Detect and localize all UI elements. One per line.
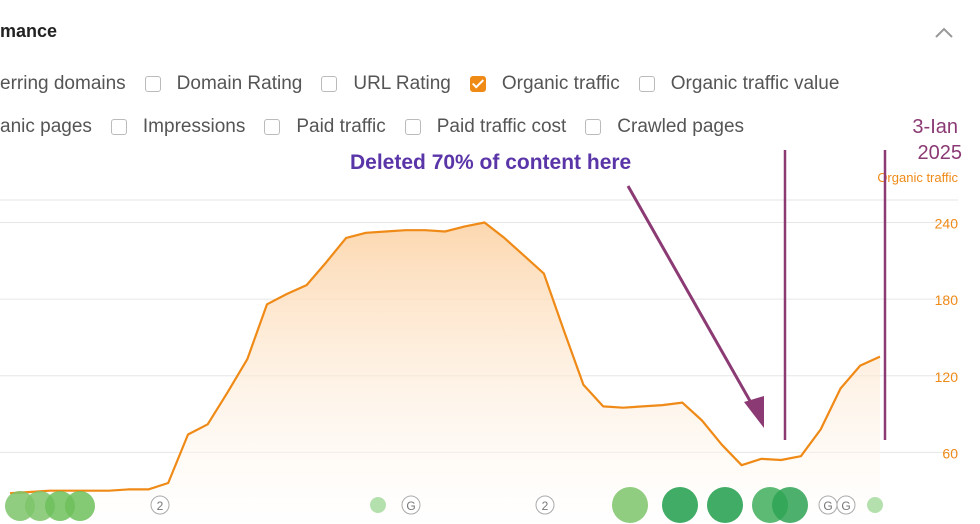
marker-label: 2	[542, 499, 549, 513]
checkbox-label[interactable]: Paid traffic	[296, 116, 386, 137]
checkbox[interactable]	[264, 119, 281, 135]
checkbox-label[interactable]: URL Rating	[353, 73, 451, 94]
marker-label: G	[841, 499, 850, 513]
marker-label: G	[823, 499, 832, 513]
y-tick-label: 180	[935, 292, 959, 308]
marker-badge	[401, 495, 421, 515]
marker-badge	[150, 495, 170, 515]
filter-row: erring domains Domain Rating URL Rating Org…	[0, 72, 839, 96]
marker-badge	[836, 495, 856, 515]
section-title: mance	[0, 21, 58, 41]
event-bubble	[707, 487, 743, 523]
checkbox-label[interactable]: erring domains	[0, 73, 126, 94]
event-bubble	[867, 497, 883, 513]
date-annotation: 2025	[918, 142, 963, 164]
annotation-arrow	[626, 185, 760, 416]
collapse-chevron[interactable]	[935, 27, 953, 38]
checkbox[interactable]	[321, 76, 338, 92]
event-bubble	[772, 487, 808, 523]
checkbox-label[interactable]: Organic traffic value	[670, 73, 840, 94]
date-annotation: 3-Ian	[912, 116, 958, 138]
marker-label: 2	[157, 499, 164, 513]
y-tick-label: 120	[935, 369, 959, 385]
checkbox[interactable]	[404, 119, 421, 135]
arrow-head	[744, 396, 764, 428]
axis-label: Organic traffic	[877, 170, 958, 185]
filter-row: anic pages Impressions Paid traffic Paid tr…	[0, 115, 744, 139]
y-tick-label: 60	[942, 445, 958, 461]
marker-badge	[535, 495, 555, 515]
checkbox-label[interactable]: Organic traffic	[501, 73, 620, 94]
line	[9, 221, 881, 495]
checkbox-label[interactable]: Impressions	[142, 116, 246, 137]
checkbox[interactable]	[144, 76, 161, 92]
event-bubble	[612, 487, 648, 523]
checkbox-label[interactable]: Crawled pages	[617, 116, 745, 137]
event-bubble	[370, 497, 386, 513]
event-bubble	[662, 487, 698, 523]
checkbox[interactable]	[585, 119, 602, 135]
checkbox-label[interactable]: Paid traffic cost	[436, 116, 567, 137]
checkbox-label[interactable]: anic pages	[0, 116, 92, 137]
annotation: Deleted 70% of content here	[350, 151, 631, 174]
area-fill	[10, 222, 880, 524]
checkbox[interactable]	[110, 119, 127, 135]
y-tick-label: 240	[935, 216, 959, 232]
marker-label: G	[406, 499, 415, 513]
checkbox[interactable]	[469, 76, 486, 92]
checkbox-label[interactable]: Domain Rating	[176, 73, 303, 94]
event-bubble	[65, 491, 95, 521]
checkbox[interactable]	[638, 76, 655, 92]
